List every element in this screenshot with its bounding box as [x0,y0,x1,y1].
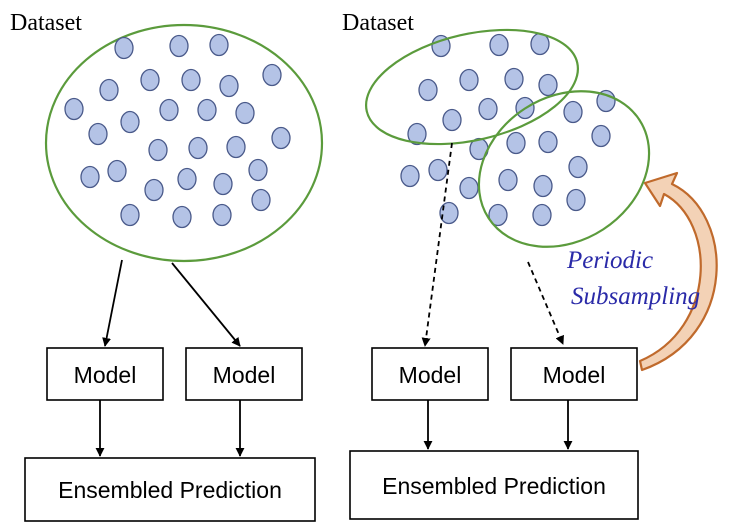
left-data-point [177,167,197,191]
left-data-point [213,172,233,196]
left-ensemble-box [24,457,316,522]
left-model-label-2: Model [213,362,276,388]
left-data-point [219,74,239,98]
right-data-point [489,33,509,57]
left-dataset-points [64,33,291,229]
left-data-point [159,98,179,122]
right-data-point [538,73,558,97]
left-data-point [120,203,140,227]
left-data-point [172,205,192,229]
right-dataset-points [400,32,616,227]
left-data-point [88,122,108,146]
right-data-point [442,108,462,132]
right-ensemble-box [349,450,639,520]
left-model-box-1 [46,347,164,401]
right-data-point [439,201,459,225]
left-data-point [262,63,282,87]
right-data-point [504,67,524,91]
left-data-point [181,68,201,92]
right-data-point [498,168,518,192]
right-dataset-label: Dataset [342,10,414,36]
right-data-point [431,34,451,58]
right-model-box-2 [510,347,638,401]
right-data-point [591,124,611,148]
left-data-point [209,33,229,57]
right-data-point [459,68,479,92]
left-ensemble-label: Ensembled Prediction [58,477,282,503]
subsample-ellipse-1 [364,28,580,146]
left-data-point [271,126,291,150]
left-data-point [248,158,268,182]
right-dashed-arrow-to-model-1 [421,142,453,347]
right-data-point [400,164,420,188]
left-data-point [140,68,160,92]
left-arrow-to-model-2 [171,262,241,347]
left-data-point [99,78,119,102]
right-data-point [428,158,448,182]
left-data-point [120,110,140,134]
right-data-point [533,174,553,198]
annotation-subsampling: Subsampling [571,283,700,310]
left-data-point [114,36,134,60]
left-model-label-1: Model [74,362,137,388]
left-model-box-2 [185,347,303,401]
right-model-box-1 [371,347,489,401]
right-model-label-1: Model [399,362,462,388]
right-data-point [538,130,558,154]
right-ensemble-label: Ensembled Prediction [382,473,606,499]
right-data-point [506,131,526,155]
right-data-point [532,203,552,227]
right-data-point [568,155,588,179]
left-arrow-to-model-1 [102,259,123,347]
left-data-point [197,98,217,122]
left-data-point [148,138,168,162]
subsample-ellipse-2 [477,90,651,248]
right-data-point [488,203,508,227]
right-panel: Dataset Model Model Ensembled Prediction… [342,10,718,520]
right-data-point [478,97,498,121]
left-data-point [107,159,127,183]
left-panel: Dataset Model Model Ensembled Prediction [10,10,324,522]
left-data-point [188,136,208,160]
right-data-point [407,122,427,146]
right-dashed-arrow-to-model-2 [527,261,564,345]
left-data-point [251,188,271,212]
left-dataset-label: Dataset [10,10,82,36]
left-data-point [226,135,246,159]
left-data-point [169,34,189,58]
left-data-point [80,165,100,189]
right-data-point [566,188,586,212]
right-data-point [563,100,583,124]
annotation-periodic: Periodic [566,247,653,274]
left-dataset-ellipse [44,23,324,263]
left-data-point [144,178,164,202]
right-data-point [459,176,479,200]
right-model-label-2: Model [543,362,606,388]
left-data-point [212,203,232,227]
right-data-point [418,78,438,102]
left-data-point [64,97,84,121]
periodic-subsampling-feedback-arrow [638,171,718,372]
left-data-point [235,101,255,125]
